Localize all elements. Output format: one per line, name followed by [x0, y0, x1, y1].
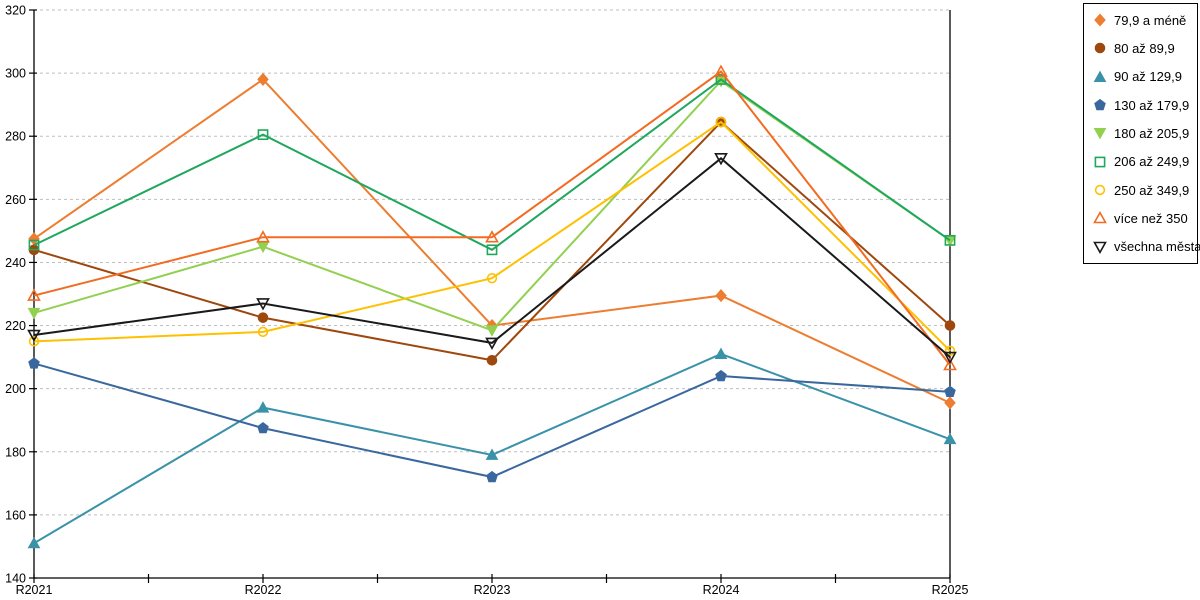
circle-icon — [1094, 43, 1106, 54]
series-3 — [27, 347, 957, 549]
data-point — [715, 289, 727, 303]
series-line — [33, 362, 951, 479]
series-line — [33, 120, 951, 352]
legend-item-3: 90 až 129,9 — [1093, 69, 1197, 84]
circle-icon — [1094, 184, 1106, 196]
legend-item-6: 206 až 249,9 — [1093, 154, 1197, 169]
pentagon-icon — [1094, 99, 1106, 111]
y-tick-label: 160 — [5, 508, 26, 522]
diamond-icon — [1094, 13, 1106, 27]
legend-label: 130 až 179,9 — [1114, 97, 1190, 113]
legend-label: všechna města — [1114, 239, 1200, 255]
data-point — [944, 385, 956, 398]
data-point — [486, 470, 498, 483]
data-point — [27, 536, 41, 549]
y-tick-label: 300 — [5, 67, 26, 81]
data-point — [257, 326, 269, 338]
y-tick-label: 260 — [5, 193, 26, 207]
data-point — [485, 325, 499, 337]
series-line — [33, 79, 951, 332]
data-point — [257, 312, 269, 323]
y-tick-label: 320 — [5, 4, 26, 18]
data-point — [715, 369, 727, 382]
data-point — [485, 448, 499, 460]
y-tick-label: 240 — [5, 256, 26, 270]
y-tick-label: 280 — [5, 130, 26, 144]
data-point — [27, 288, 41, 301]
data-point — [486, 244, 498, 256]
data-point — [486, 354, 498, 366]
legend-item-5: 180 až 205,9 — [1093, 126, 1197, 141]
legend-label: více než 350 — [1114, 210, 1188, 226]
data-point — [714, 64, 728, 77]
data-point — [256, 401, 270, 413]
data-point — [257, 421, 269, 434]
data-point — [485, 337, 499, 350]
data-point — [28, 336, 40, 347]
legend-item-7: 250 až 349,9 — [1093, 183, 1197, 198]
y-tick-label: 180 — [5, 445, 26, 459]
x-tick-label: R2025 — [932, 583, 969, 597]
triangle-down-icon — [1093, 128, 1107, 140]
data-point — [27, 307, 41, 320]
data-point — [714, 347, 728, 359]
legend-item-2: 80 až 89,9 — [1093, 41, 1197, 56]
triangle-up-icon — [1093, 70, 1107, 82]
legend-label: 79,9 a méně — [1114, 12, 1187, 28]
data-point — [486, 273, 498, 284]
legend-label: 90 až 129,9 — [1114, 69, 1182, 85]
data-point — [944, 345, 956, 356]
legend-label: 180 až 205,9 — [1114, 125, 1190, 141]
x-tick-label: R2021 — [16, 583, 53, 597]
data-point — [714, 153, 728, 166]
data-point — [28, 239, 40, 251]
data-point — [485, 230, 499, 243]
legend-label: 80 až 89,9 — [1114, 40, 1175, 56]
legend-item-1: 79,9 a méně — [1093, 13, 1197, 28]
series-line — [33, 70, 951, 366]
data-point — [715, 74, 727, 85]
legend-item-9: všechna města — [1093, 239, 1200, 255]
data-point — [943, 351, 957, 365]
series-line — [33, 78, 951, 251]
series-7 — [28, 116, 956, 356]
data-point — [944, 396, 956, 410]
data-point — [28, 357, 40, 369]
series-8 — [27, 64, 957, 371]
y-tick-label: 140 — [5, 572, 26, 586]
y-tick-label: 200 — [5, 382, 26, 396]
data-point — [27, 329, 41, 343]
data-point — [256, 230, 270, 243]
square-icon — [1094, 156, 1106, 168]
data-point — [256, 298, 270, 311]
y-tick-label: 220 — [5, 319, 26, 333]
data-point — [944, 320, 956, 331]
legend-label: 206 až 249,9 — [1114, 154, 1190, 170]
legend-item-4: 130 až 179,9 — [1093, 98, 1197, 113]
legend: 79,9 a méně 80 až 89,9 90 až 129,9 130 až 1… — [1083, 3, 1200, 264]
triangle-up-icon — [1093, 211, 1107, 224]
data-point — [943, 357, 957, 371]
data-point — [943, 432, 957, 445]
x-tick-label: R2022 — [245, 583, 282, 597]
data-point — [257, 129, 269, 141]
series-6 — [28, 74, 956, 256]
x-tick-label: R2023 — [474, 583, 511, 597]
series-4 — [28, 357, 956, 483]
data-point — [257, 72, 269, 86]
series-line — [33, 157, 951, 358]
series-9 — [27, 153, 957, 365]
x-tick-label: R2024 — [703, 583, 740, 597]
data-point — [715, 116, 727, 128]
legend-label: 250 až 349,9 — [1114, 182, 1190, 198]
data-point — [944, 234, 956, 246]
legend-item-8: více než 350 — [1093, 211, 1197, 226]
triangle-down-icon — [1093, 241, 1107, 254]
